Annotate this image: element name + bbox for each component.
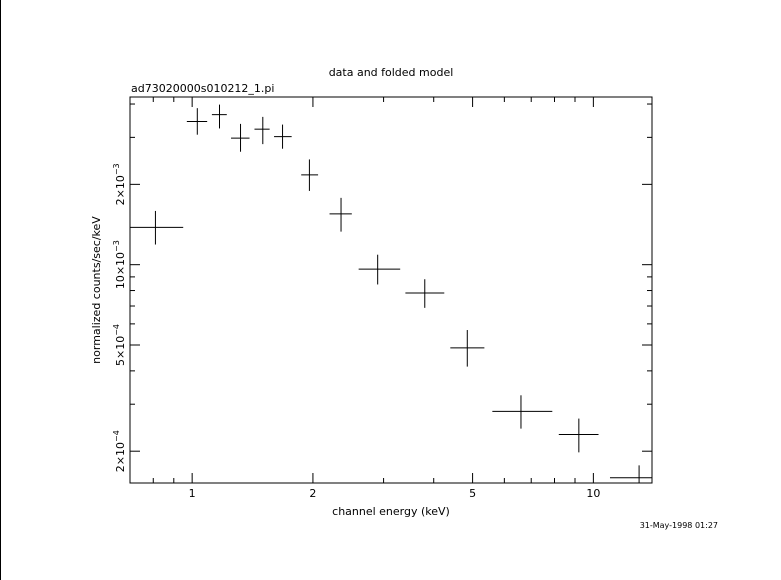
chart-title: data and folded model [329, 66, 454, 79]
x-tick-label: 2 [309, 487, 316, 500]
data-point [609, 465, 652, 483]
major-ticks [130, 97, 652, 483]
y-tick-label: 2×10−3 [112, 163, 127, 205]
data-point [492, 395, 553, 429]
data-points [130, 104, 652, 483]
minor-ticks [129, 97, 652, 483]
data-point [558, 418, 599, 453]
data-point [450, 330, 485, 367]
data-point [301, 159, 319, 191]
data-point [186, 108, 208, 135]
data-point [329, 197, 352, 232]
data-point [130, 210, 184, 245]
tick-labels: 1 2 5 10 2×10−4 5×10−4 10×10−3 2×10−3 [112, 163, 600, 500]
timestamp: 31-May-1998 01:27 [640, 521, 718, 530]
plot-frame [129, 96, 653, 484]
chart-subtitle: ad73020000s010212_1.pi [131, 82, 274, 95]
x-tick-label: 1 [189, 487, 196, 500]
y-tick-label: 10×10−3 [112, 240, 127, 289]
data-point [274, 124, 292, 149]
data-point [211, 104, 227, 129]
y-tick-label: 5×10−4 [112, 324, 127, 366]
data-point [231, 123, 250, 152]
left-edge-rule [0, 0, 1, 580]
y-axis-label: normalized counts/sec/keV [90, 216, 103, 364]
x-tick-label: 10 [586, 487, 600, 500]
data-point [358, 254, 401, 285]
y-tick-label: 2×10−4 [112, 430, 127, 472]
data-point [405, 279, 445, 308]
x-axis-label: channel energy (keV) [332, 505, 450, 518]
x-tick-label: 5 [469, 487, 476, 500]
data-point [254, 116, 270, 145]
